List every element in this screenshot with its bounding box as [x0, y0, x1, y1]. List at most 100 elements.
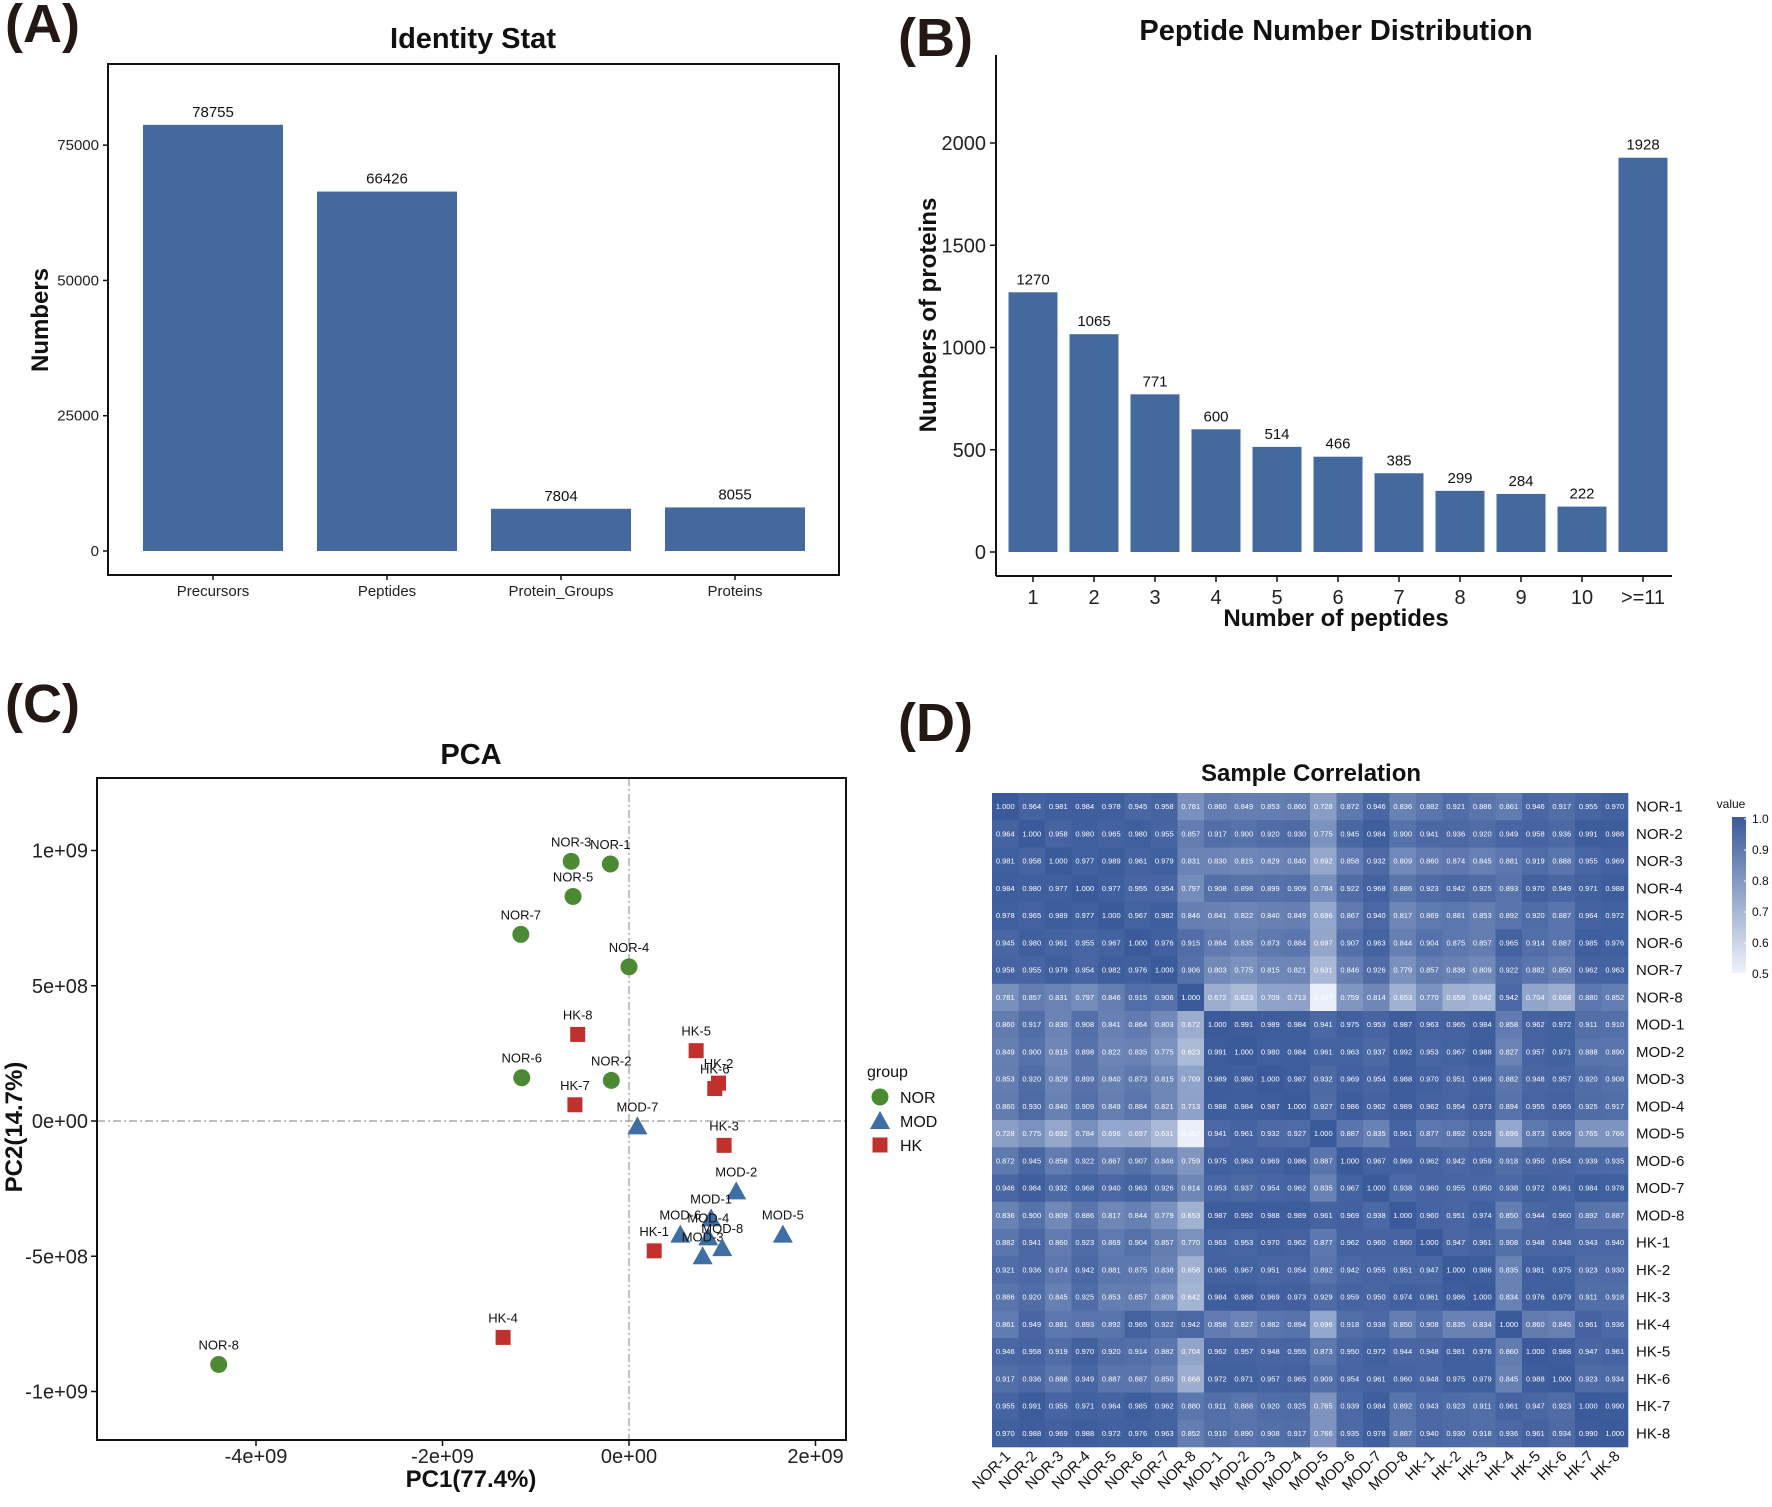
heatmap-cell-value: 0.981: [996, 857, 1015, 866]
heatmap-cell: [1469, 1419, 1496, 1448]
heatmap-cell: [1124, 847, 1152, 876]
heatmap-cell-value: 0.947: [1526, 1402, 1545, 1411]
heatmap-cell-value: 0.904: [1128, 1238, 1147, 1247]
heatmap-cell-value: 0.955: [1446, 1184, 1465, 1193]
x-tick-label: 0e+00: [601, 1446, 657, 1468]
heatmap-cell-value: 0.709: [1261, 993, 1280, 1002]
heatmap-cell: [1257, 956, 1284, 985]
heatmap-cell-value: 0.939: [1340, 1402, 1359, 1411]
heatmap-cell-value: 0.987: [1287, 1075, 1306, 1084]
heatmap-cell-value: 0.929: [1473, 1129, 1492, 1138]
heatmap-cell: [1204, 1038, 1231, 1066]
heatmap-cell-value: 0.942: [1181, 1320, 1200, 1329]
heatmap-cell: [1230, 1392, 1258, 1421]
heatmap-cell: [1124, 1392, 1152, 1421]
heatmap-cell-value: 0.987: [1208, 1211, 1227, 1220]
heatmap-cell: [1177, 1174, 1205, 1203]
heatmap-cell-value: 0.968: [1075, 1184, 1094, 1193]
x-axis-label: PC1(77.4%): [406, 1466, 537, 1493]
heatmap-cell-value: 0.942: [1446, 1156, 1465, 1165]
bar-value-label: 385: [1386, 452, 1411, 469]
heatmap-cell: [1071, 820, 1099, 848]
heatmap-cell: [1045, 874, 1072, 903]
heatmap-cell-value: 0.965: [1552, 1102, 1571, 1111]
heatmap-cell: [1442, 874, 1470, 903]
heatmap-cell-value: 0.850: [1499, 1211, 1518, 1220]
heatmap-cell: [1283, 902, 1311, 930]
heatmap-cell-value: 0.963: [1367, 938, 1386, 947]
heatmap-cell: [1548, 874, 1576, 903]
heatmap-cell-value: 1.000: [1208, 1020, 1227, 1029]
heatmap-cell-value: 0.950: [1526, 1156, 1545, 1165]
heatmap-cell-value: 0.961: [1499, 1402, 1518, 1411]
heatmap-cell-value: 0.899: [1075, 1075, 1094, 1084]
row-label: MOD-5: [1636, 1126, 1684, 1143]
heatmap-cell-value: 0.696: [1314, 911, 1333, 920]
heatmap-cell-value: 0.704: [1526, 993, 1545, 1002]
heatmap-cell-value: 0.909: [1287, 884, 1306, 893]
y-tick-label: 50000: [57, 272, 99, 289]
legend-tick-label: 0.5: [1752, 967, 1769, 981]
heatmap-cell-value: 0.923: [1579, 1265, 1598, 1274]
heatmap-cell-value: 0.970: [1526, 884, 1545, 893]
heatmap-cell-value: 0.962: [1340, 1238, 1359, 1247]
heatmap-cell-value: 1.000: [1261, 1075, 1280, 1084]
heatmap-cell-value: 0.917: [1552, 802, 1571, 811]
bar: [1557, 506, 1607, 552]
heatmap-cell-value: 0.923: [1579, 1374, 1598, 1383]
heatmap-cell-value: 0.967: [1128, 911, 1147, 920]
row-label: NOR-6: [1636, 935, 1683, 952]
heatmap-cell-value: 0.942: [1446, 884, 1465, 893]
heatmap-cell-value: 0.954: [1075, 966, 1094, 975]
point-mod: [772, 1224, 793, 1243]
heatmap-cell: [1230, 874, 1258, 903]
heatmap-cell: [1151, 1229, 1178, 1257]
heatmap-cell: [1336, 929, 1364, 957]
heatmap-cell-value: 0.623: [1234, 993, 1253, 1002]
legend-tick-label: 0.8: [1752, 874, 1769, 888]
heatmap-cell: [1548, 1365, 1576, 1393]
heatmap-cell: [1548, 1256, 1576, 1284]
heatmap-cell-value: 0.908: [1499, 1238, 1518, 1247]
heatmap-cell-value: 0.957: [1552, 1075, 1571, 1084]
heatmap-cell: [1204, 983, 1231, 1012]
heatmap-cell: [1363, 820, 1390, 848]
point-label: HK-1: [639, 1224, 669, 1239]
heatmap-cell: [1469, 1147, 1496, 1175]
chart-title: Sample Correlation: [1201, 760, 1421, 787]
heatmap-cell-value: 0.781: [1181, 802, 1200, 811]
heatmap-cell: [992, 983, 1019, 1012]
heatmap-cell: [1548, 1120, 1576, 1148]
heatmap-cell: [1071, 1011, 1099, 1039]
bar: [317, 191, 457, 552]
heatmap-cell: [1310, 1092, 1337, 1121]
heatmap-cell-value: 0.984: [1287, 1020, 1306, 1029]
heatmap-cell: [1283, 1065, 1311, 1094]
heatmap-cell-value: 0.948: [1526, 1238, 1545, 1247]
heatmap-cell: [1363, 1256, 1390, 1284]
heatmap-cell: [1257, 847, 1284, 876]
heatmap-cell-value: 0.989: [1049, 911, 1068, 920]
heatmap-cell-value: 0.961: [1314, 1211, 1333, 1220]
heatmap-cell: [1204, 1092, 1231, 1121]
heatmap-cell-value: 0.992: [1234, 1211, 1253, 1220]
heatmap-cell-value: 0.980: [1022, 884, 1041, 893]
heatmap-cell: [1230, 1120, 1258, 1148]
heatmap-cell: [1045, 793, 1072, 821]
heatmap-cell: [1310, 1365, 1337, 1393]
legend-colorbar: [1732, 817, 1746, 973]
heatmap-cell-value: 0.658: [1181, 1265, 1200, 1274]
heatmap-cell-value: 0.849: [1234, 802, 1253, 811]
heatmap-cell: [1363, 1419, 1390, 1448]
heatmap-cell: [1336, 1229, 1364, 1257]
heatmap-cell: [1336, 1120, 1364, 1148]
heatmap-cell: [1283, 1419, 1311, 1448]
heatmap-cell: [1522, 1392, 1549, 1421]
heatmap-cell-value: 0.672: [1181, 1020, 1200, 1029]
heatmap-cell: [1389, 902, 1417, 930]
heatmap-cell-value: 0.917: [1208, 829, 1227, 838]
heatmap-cell-value: 0.963: [1340, 1047, 1359, 1056]
heatmap-cell-value: 0.988: [1552, 1347, 1571, 1356]
heatmap-cell-value: 0.829: [1261, 857, 1280, 866]
heatmap-cell: [1151, 983, 1178, 1012]
